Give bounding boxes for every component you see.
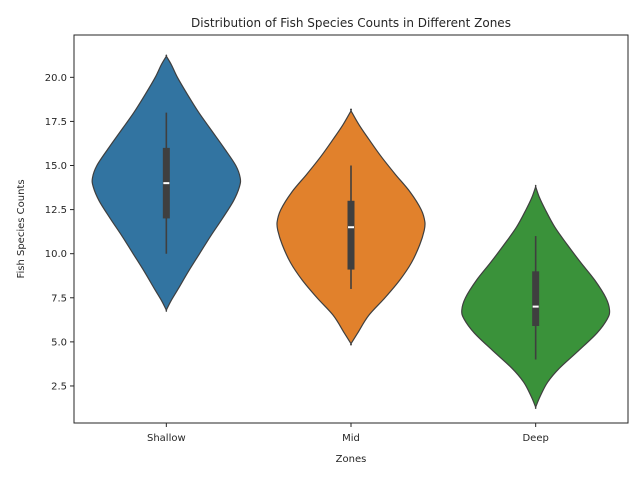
x-tick-label-shallow: Shallow xyxy=(147,433,186,444)
x-axis-label: Zones xyxy=(336,454,367,465)
y-tick-label: 7.5 xyxy=(51,293,67,304)
iqr-box-mid xyxy=(347,200,355,270)
y-axis: 2.5 5.0 7.5 10.0 12.5 15.0 17.5 20.0 xyxy=(45,73,74,392)
y-axis-label: Fish Species Counts xyxy=(16,179,27,278)
y-tick-label: 15.0 xyxy=(45,161,67,172)
y-tick-label: 5.0 xyxy=(51,337,67,348)
median-marker-deep xyxy=(532,305,539,308)
chart-title: Distribution of Fish Species Counts in D… xyxy=(191,16,511,30)
y-tick-label: 17.5 xyxy=(45,117,67,128)
y-tick-label: 12.5 xyxy=(45,205,67,216)
y-tick-label: 2.5 xyxy=(51,381,67,392)
median-marker-mid xyxy=(348,226,354,229)
plot-area xyxy=(91,54,611,410)
y-tick-label: 10.0 xyxy=(45,249,67,260)
x-tick-label-mid: Mid xyxy=(342,433,360,444)
median-marker-shallow xyxy=(163,182,170,185)
y-tick-label: 20.0 xyxy=(45,73,67,84)
x-axis: Shallow Mid Deep xyxy=(147,423,549,444)
iqr-box-deep xyxy=(532,271,540,326)
x-tick-label-deep: Deep xyxy=(522,433,548,444)
